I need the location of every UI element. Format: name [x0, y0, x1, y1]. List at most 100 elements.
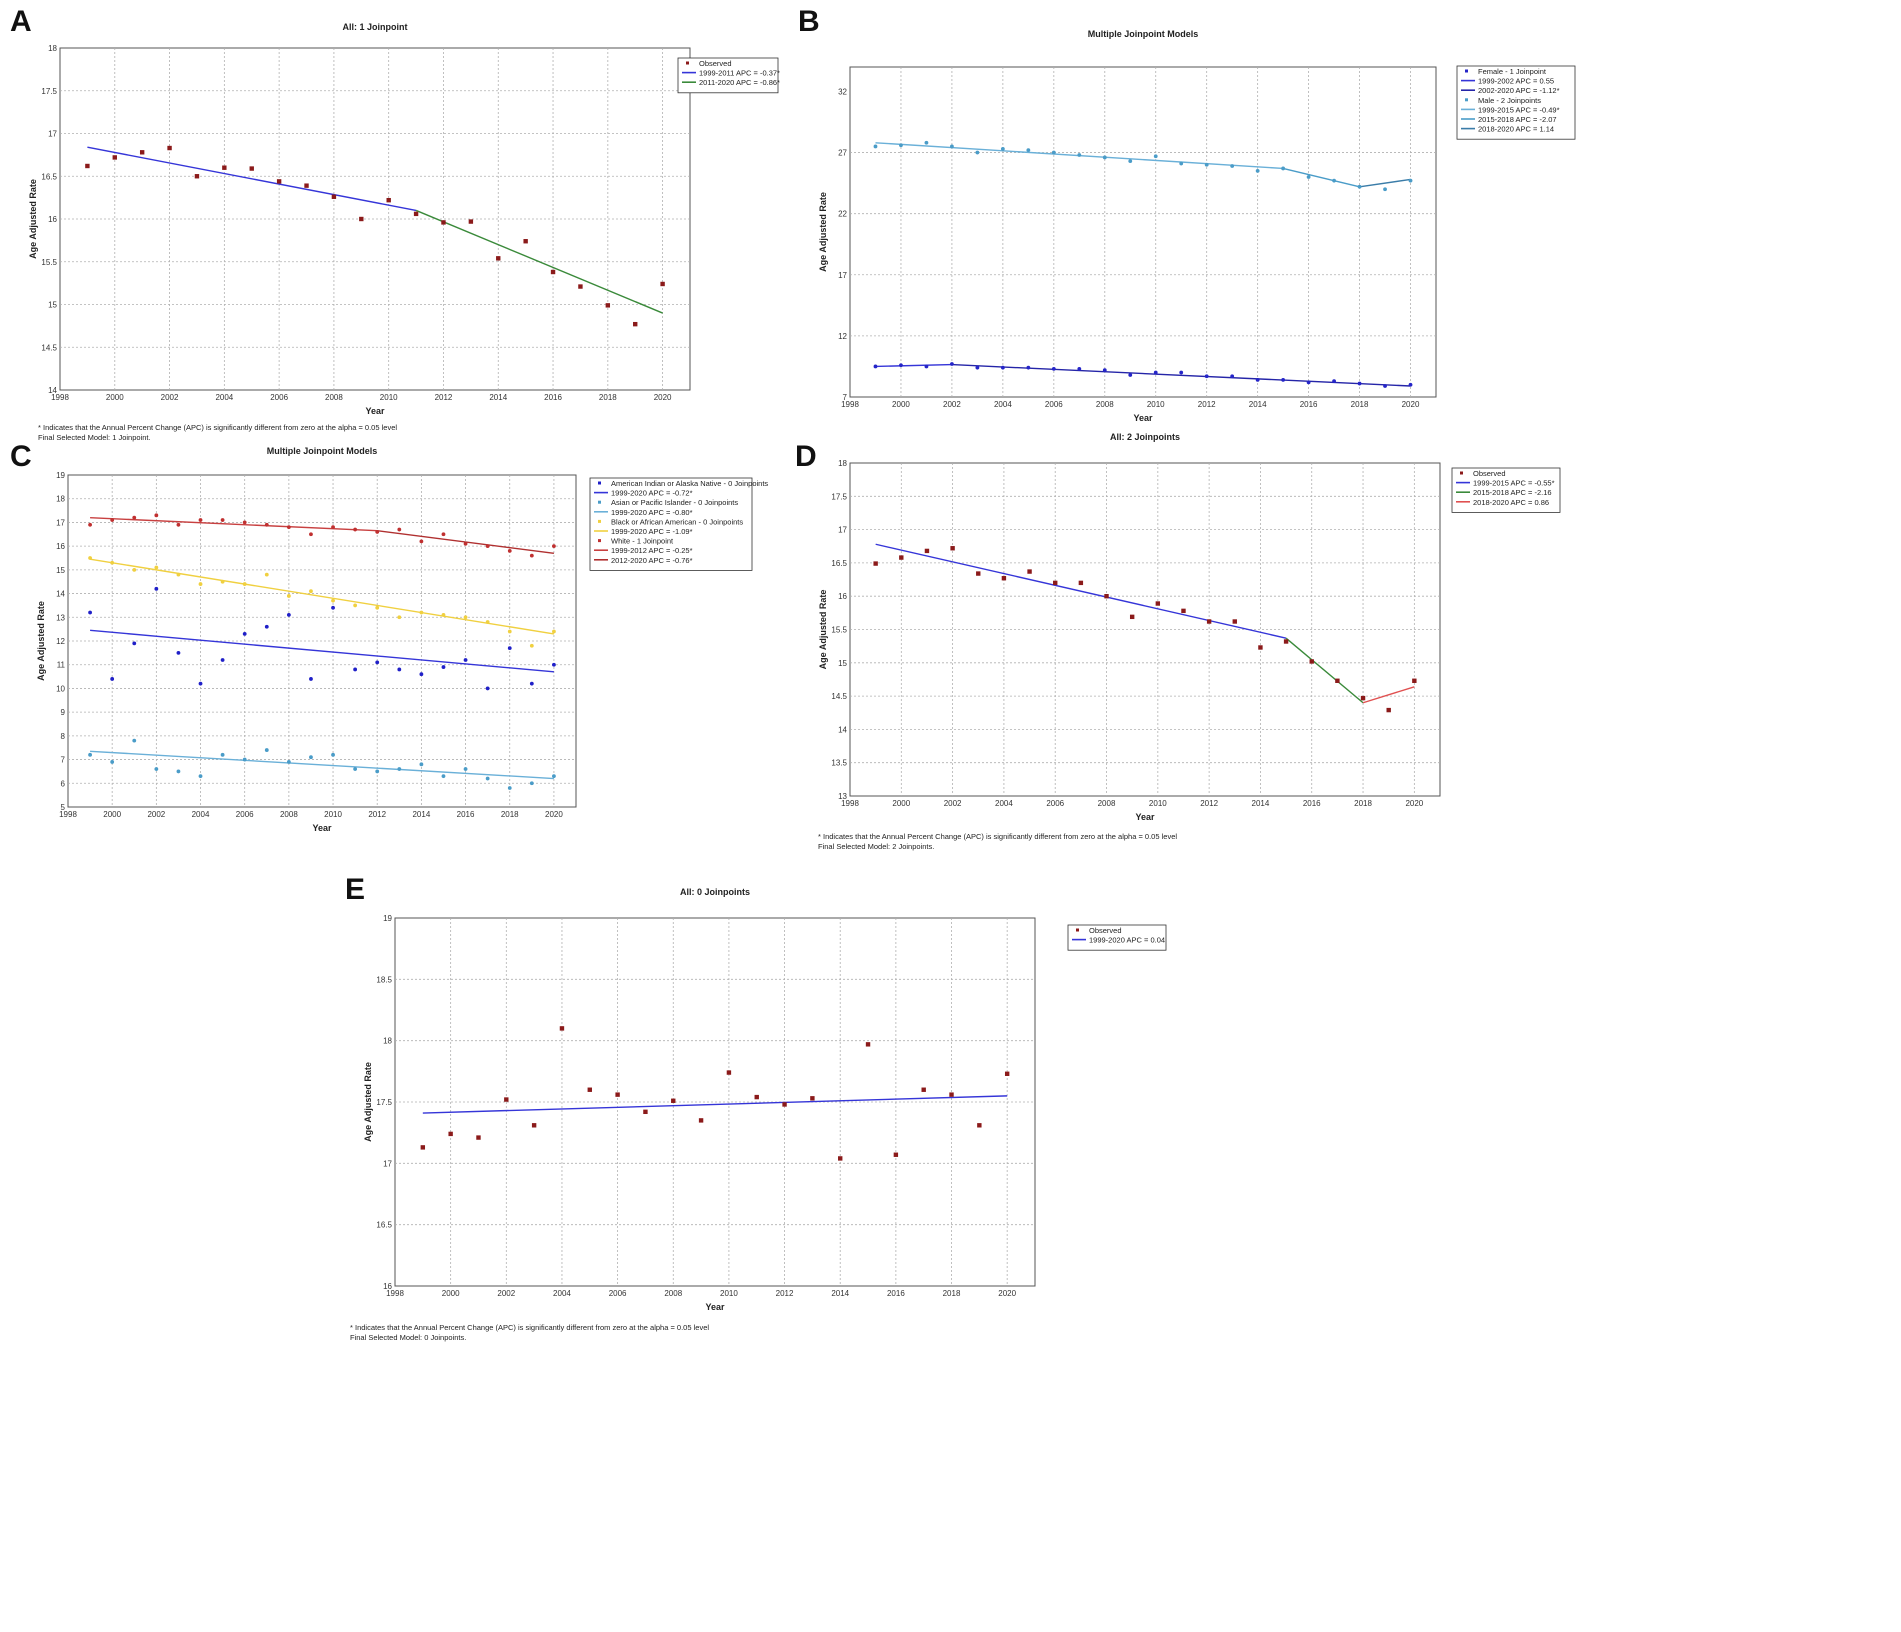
panel-label-a: A [10, 5, 32, 38]
trend-line [89, 558, 555, 635]
x-tick-label: 2020 [1402, 400, 1420, 409]
y-tick-label: 27 [838, 149, 847, 158]
data-point [242, 520, 247, 525]
data-point [1360, 695, 1366, 701]
footnote-d-line1: * Indicates that the Annual Percent Chan… [818, 832, 1178, 841]
data-point [276, 179, 282, 184]
y-axis-title: Age Adjusted Rate [36, 601, 46, 681]
legend-marker [598, 481, 601, 485]
legend-label: 2015-2018 APC = -2.07 [1478, 115, 1557, 124]
data-point [552, 774, 556, 779]
data-point [507, 786, 512, 790]
data-point [420, 1145, 426, 1150]
x-tick-label: 2012 [435, 393, 453, 402]
data-point [1332, 178, 1336, 183]
x-tick-label: 2012 [1198, 400, 1216, 409]
y-tick-label: 16 [56, 542, 65, 551]
data-point [132, 738, 137, 743]
y-tick-label: 15.5 [831, 626, 847, 635]
x-tick-label: 2000 [442, 1289, 460, 1298]
data-point [1027, 569, 1032, 574]
data-point [264, 748, 269, 752]
data-point [1357, 184, 1362, 189]
legend-label: 2018-2020 APC = 0.86 [1473, 498, 1549, 507]
data-point [529, 643, 534, 648]
chart-title: Multiple Joinpoint Models [267, 446, 378, 456]
data-point [397, 527, 402, 532]
data-point [873, 364, 878, 369]
data-point [1335, 678, 1340, 683]
legend-marker [686, 61, 689, 65]
data-point [1306, 380, 1311, 385]
x-tick-label: 2014 [412, 810, 430, 819]
data-point [154, 767, 159, 771]
data-point [110, 760, 115, 764]
data-point [1383, 187, 1387, 192]
chart-title: All: 2 Joinpoints [1110, 432, 1180, 442]
data-point [132, 515, 137, 520]
data-point [921, 1087, 926, 1092]
data-point [977, 1123, 982, 1128]
data-point [924, 364, 929, 369]
legend-box [677, 57, 779, 94]
data-point [375, 660, 380, 665]
legend-box [589, 477, 753, 571]
x-tick-label: 2010 [1147, 400, 1165, 409]
y-tick-label: 15 [48, 301, 57, 310]
data-point [264, 572, 269, 577]
x-tick-label: 2014 [1252, 799, 1270, 808]
x-tick-label: 2016 [544, 393, 562, 402]
footnote-d-line2: Final Selected Model: 2 Joinpoints. [818, 842, 935, 851]
data-point [698, 1118, 704, 1123]
data-point [949, 1092, 954, 1097]
data-point [1357, 381, 1362, 386]
x-tick-label: 2020 [654, 393, 672, 402]
x-axis-title: Year [1135, 812, 1155, 822]
x-tick-label: 2014 [489, 393, 507, 402]
data-point [413, 211, 419, 217]
data-point [176, 769, 181, 774]
data-point [1383, 384, 1387, 388]
data-point [1408, 382, 1413, 387]
x-tick-label: 2018 [943, 1289, 961, 1298]
legend-label: 1999-2020 APC = 0.04 [1089, 936, 1165, 945]
data-point [643, 1109, 648, 1115]
data-point [1153, 370, 1158, 375]
y-tick-label: 14.5 [41, 343, 57, 352]
legend-label: 1999-2020 APC = -1.09* [611, 527, 693, 536]
y-tick-label: 17.5 [831, 492, 847, 501]
y-tick-label: 15.5 [41, 258, 57, 267]
panel-label-e: E [345, 873, 366, 906]
trend-line [1282, 167, 1360, 188]
data-point [899, 555, 904, 560]
data-point [353, 667, 358, 672]
data-point [220, 752, 225, 757]
data-point [1232, 619, 1237, 624]
data-point [359, 216, 364, 222]
data-point [1204, 162, 1209, 167]
x-tick-label: 2000 [892, 400, 910, 409]
legend-label: 1999-2015 APC = -0.55* [1473, 479, 1555, 488]
y-tick-label: 18 [56, 495, 65, 504]
trend-line [875, 543, 1287, 639]
legend-marker [598, 539, 601, 543]
data-point [1053, 580, 1058, 586]
data-point [448, 1131, 453, 1137]
data-point [463, 541, 468, 546]
data-point [615, 1092, 620, 1097]
chart-title: All: 1 Joinpoint [343, 22, 408, 32]
data-point [976, 571, 981, 576]
data-point [397, 615, 402, 620]
data-point [242, 757, 247, 762]
legend-marker [1465, 98, 1468, 102]
y-tick-label: 16 [383, 1282, 392, 1291]
footnote-e-line2: Final Selected Model: 0 Joinpoints. [350, 1333, 467, 1342]
data-point [485, 776, 490, 781]
data-point [198, 774, 203, 779]
data-point [899, 363, 903, 368]
data-point [331, 194, 337, 199]
y-tick-label: 19 [56, 471, 65, 480]
data-point [286, 525, 291, 530]
data-point [1078, 580, 1084, 586]
data-point [504, 1097, 509, 1102]
